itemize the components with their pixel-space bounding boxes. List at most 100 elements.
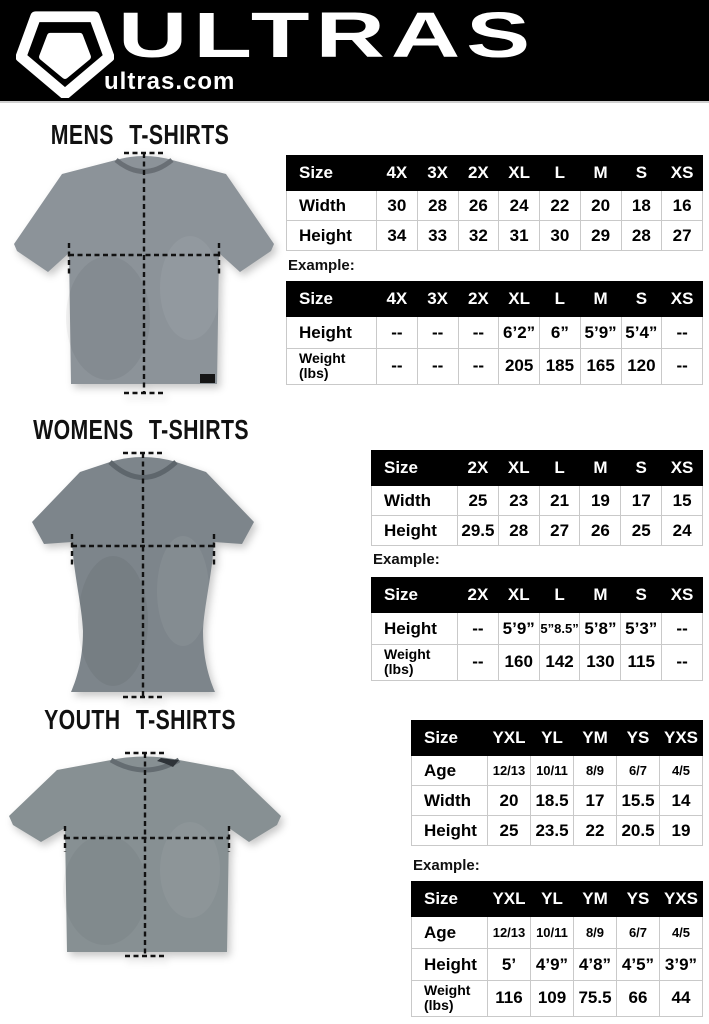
cell-value: 8/9 (573, 755, 617, 786)
column-header: Size (371, 577, 458, 613)
cell-value: 34 (376, 220, 418, 251)
cell-value: 25 (487, 815, 531, 846)
cell-value: 26 (579, 515, 622, 546)
row-sublabel: (lbs) (299, 365, 329, 382)
column-header: 3X (416, 281, 459, 317)
column-header: YXL (487, 881, 531, 917)
table-row: Height -- -- -- 6’2” 6” 5’9” 5’4” -- (286, 316, 703, 349)
cell-value: 5”8.5” (538, 612, 581, 645)
mens-tshirt-image (14, 151, 274, 395)
cell-value: 27 (661, 220, 703, 251)
mens-highlight (160, 236, 220, 340)
site-url: ultras.com (104, 68, 236, 95)
table-header-row: Size YXL YL YM YS YXS (411, 720, 703, 756)
row-sublabel: (lbs) (424, 997, 454, 1014)
cell-value: 25 (620, 515, 663, 546)
cell-value: 4/5 (659, 916, 703, 949)
row-label: Width (286, 190, 377, 221)
cell-value: 25 (457, 485, 499, 516)
cell-value: 21 (538, 485, 581, 516)
column-header: YL (530, 720, 574, 756)
womens-size-table: Size 2X XL L M S XS Width 25 23 21 19 17 15 Height 29.5… (371, 450, 703, 546)
cell-value: 130 (579, 644, 622, 681)
cell-value: 15 (661, 485, 703, 516)
logo-outer-pentagon (16, 11, 114, 98)
cell-value: 20.5 (616, 815, 660, 846)
womens-measurement-lines (70, 451, 216, 699)
cell-value: 6/7 (616, 755, 660, 786)
womens-collar (108, 460, 178, 480)
column-header: Size (286, 155, 377, 191)
row-label: Width (411, 785, 488, 816)
column-header: YXS (659, 720, 703, 756)
brand-name: ULTRAS (118, 0, 537, 71)
cell-value: -- (416, 348, 459, 385)
column-header: XL (498, 281, 540, 317)
row-label: Weight (lbs) (371, 644, 458, 681)
row-label: Height (411, 948, 488, 981)
column-header: S (620, 281, 663, 317)
column-header: YM (573, 881, 617, 917)
table-row: Height 29.5 28 27 26 25 24 (371, 515, 703, 546)
table-row: Width 25 23 21 19 17 15 (371, 485, 703, 516)
table-row: Age 12/13 10/11 8/9 6/7 4/5 (411, 916, 703, 949)
cell-value: 142 (538, 644, 581, 681)
column-header: L (539, 155, 581, 191)
cell-value: 66 (616, 980, 660, 1017)
youth-tshirt-image (9, 751, 281, 958)
cell-value: 3’9” (659, 948, 703, 981)
cell-value: 20 (579, 190, 622, 221)
cell-value: 4’5” (616, 948, 660, 981)
cell-value: 5’9” (497, 612, 540, 645)
cell-value: 6’2” (498, 316, 540, 349)
table-row: Width 30 28 26 24 22 20 18 16 (286, 190, 703, 221)
column-header: S (620, 577, 663, 613)
cell-value: 12/13 (487, 916, 531, 949)
cell-value: 4’8” (573, 948, 617, 981)
cell-value: 165 (579, 348, 622, 385)
youth-size-table: Size YXL YL YM YS YXS Age 12/13 10/11 8/9 6/7 4/5 Wi… (411, 720, 703, 846)
cell-value: 115 (620, 644, 663, 681)
cell-value: 120 (620, 348, 663, 385)
table-header-row: Size 2X XL L M S XS (371, 450, 703, 486)
column-header: XS (661, 155, 703, 191)
cell-value: 5’ (487, 948, 531, 981)
cell-value: 17 (573, 785, 617, 816)
column-header: S (620, 155, 663, 191)
womens-tshirt-image (32, 451, 254, 699)
table-header-row: Size 4X 3X 2X XL L M S XS (286, 155, 703, 191)
column-header: L (538, 577, 581, 613)
row-label: Age (411, 755, 488, 786)
cell-value: 23 (497, 485, 540, 516)
table-row: Weight (lbs) 116 109 75.5 66 44 (411, 980, 703, 1017)
cell-value: 30 (376, 190, 418, 221)
cell-value: 116 (487, 980, 531, 1017)
column-header: XS (661, 577, 703, 613)
cell-value: 12/13 (487, 755, 531, 786)
mens-measurement-lines (67, 151, 221, 395)
column-header: L (539, 281, 581, 317)
column-header: S (620, 450, 663, 486)
cell-value: 5’3” (620, 612, 663, 645)
row-label: Weight (lbs) (286, 348, 377, 385)
cell-value: 29.5 (457, 515, 499, 546)
mens-size-table: Size 4X 3X 2X XL L M S XS Width 30 28 26 24 22 20 18 16 He… (286, 155, 703, 251)
cell-value: -- (661, 644, 703, 681)
cell-value: 8/9 (573, 916, 617, 949)
column-header: XS (661, 450, 703, 486)
column-header: YXS (659, 881, 703, 917)
youth-measurement-lines (63, 751, 231, 958)
cell-value: -- (457, 644, 499, 681)
column-header: XL (497, 577, 540, 613)
row-label: Height (371, 612, 458, 645)
cell-value: -- (661, 612, 703, 645)
cell-value: 22 (573, 815, 617, 846)
cell-value: 31 (498, 220, 540, 251)
column-header: 2X (457, 155, 500, 191)
column-header: 4X (376, 281, 418, 317)
row-label: Height (411, 815, 488, 846)
column-header: 4X (376, 155, 418, 191)
column-header: Size (371, 450, 458, 486)
cell-value: 30 (539, 220, 581, 251)
